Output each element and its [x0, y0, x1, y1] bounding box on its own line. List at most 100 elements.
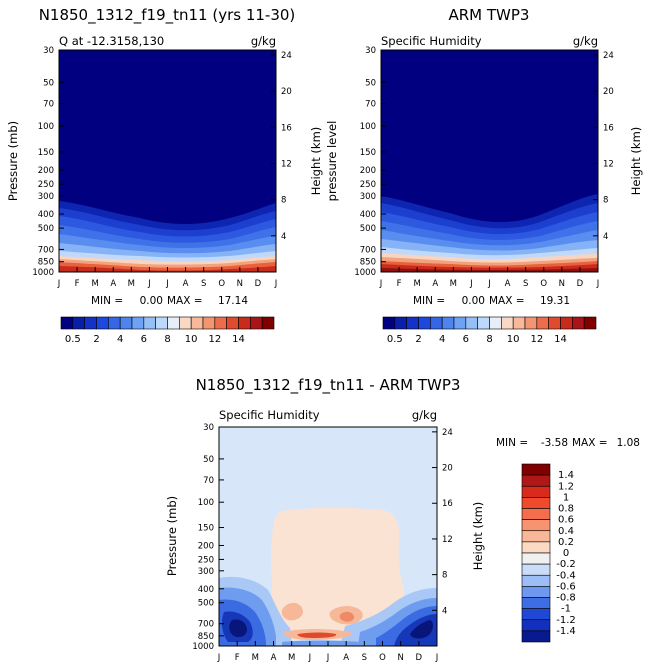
colorbar-swatch: [521, 574, 551, 587]
min-value: 0.00: [140, 295, 163, 307]
colorbar-label: 0.6: [558, 515, 574, 526]
colorbar-swatch: [382, 316, 396, 330]
colorbar-label: 0.8: [558, 504, 574, 515]
min-value: 0.00: [462, 295, 485, 307]
pressure-tick-label: 500: [198, 599, 214, 609]
pressure-tick-label: 250: [360, 180, 376, 190]
colorbar-label: -1: [561, 604, 571, 615]
colorbar-label: 4: [117, 334, 123, 345]
y-axis-label-right: Height (km): [629, 127, 643, 196]
height-tick-label: 12: [442, 535, 453, 545]
colorbar-swatch: [430, 316, 443, 330]
colorbar-swatch: [60, 316, 74, 330]
colorbar-label: 6: [463, 334, 469, 345]
panel-units: g/kg: [251, 34, 276, 48]
pressure-tick-label: 850: [198, 632, 214, 642]
height-tick-label: 8: [603, 196, 608, 206]
pressure-tick-label: 250: [38, 180, 54, 190]
pressure-tick-label: 1000: [354, 268, 376, 278]
y-axis-label-left: Pressure (mb): [165, 496, 179, 576]
colorbar-swatch: [119, 316, 133, 330]
colorbar-label: 2: [93, 334, 99, 345]
colorbar-swatch: [394, 316, 407, 330]
colorbar-swatch: [521, 563, 551, 576]
colorbar-swatch: [572, 316, 585, 330]
pressure-tick-label: 30: [43, 46, 54, 56]
pressure-tick-label: 850: [360, 258, 376, 268]
y-axis-label-left: pressure level: [325, 121, 339, 202]
colorbar-swatch: [521, 541, 551, 554]
height-tick-label: 16: [603, 123, 614, 133]
colorbar-label: 1: [563, 492, 569, 503]
colorbar-label: 4: [439, 334, 445, 345]
month-tick-label: N: [237, 279, 243, 289]
contour-band: [270, 507, 404, 640]
colorbar-swatch: [261, 316, 275, 330]
month-tick-label: D: [416, 653, 423, 663]
pressure-tick-label: 50: [43, 78, 54, 88]
colorbar-swatch: [465, 316, 478, 330]
min-value: -3.58: [541, 437, 568, 449]
month-tick-label: J: [487, 279, 491, 289]
colorbar-label: -0.2: [556, 559, 576, 570]
max-label: MAX =: [167, 295, 203, 307]
colorbar-swatch: [521, 497, 551, 509]
month-tick-label: N: [397, 653, 403, 663]
colorbar-label: 0: [563, 548, 569, 559]
pressure-tick-label: 850: [38, 258, 54, 268]
month-tick-label: D: [577, 279, 584, 289]
month-tick-label: A: [432, 279, 438, 289]
y-axis-label-right: Height (km): [309, 127, 323, 196]
colorbar-label: 14: [554, 334, 567, 345]
height-tick-label: 12: [603, 159, 614, 169]
colorbar-label: 0.2: [558, 537, 574, 548]
month-tick-label: O: [540, 279, 547, 289]
month-tick-label: S: [523, 279, 528, 289]
y-axis-label-right: Height (km): [471, 502, 485, 571]
month-tick-label: M: [450, 279, 457, 289]
pressure-tick-label: 200: [198, 541, 214, 551]
contour-field: [219, 427, 437, 646]
min-label: MIN =: [413, 295, 445, 307]
pressure-tick-label: 300: [38, 192, 54, 202]
colorbar-swatch: [477, 316, 490, 330]
colorbar-swatch: [84, 316, 97, 330]
panel-model: N1850_1312_f19_tn11 (yrs 11-30) Q at -12…: [6, 6, 323, 307]
month-tick-label: J: [326, 653, 330, 663]
month-tick-label: F: [397, 279, 402, 289]
pressure-tick-label: 700: [198, 620, 214, 630]
month-tick-label: M: [128, 279, 135, 289]
colorbar-swatch: [131, 316, 145, 330]
height-tick-label: 4: [603, 232, 608, 242]
panel-difference: N1850_1312_f19_tn11 - ARM TWP3 Specific …: [165, 376, 640, 663]
month-tick-label: J: [165, 279, 169, 289]
panel-observation: ARM TWP3 Specific Humidity g/kg 30 50 70 10…: [325, 6, 643, 307]
colorbar-swatch: [489, 316, 502, 330]
height-tick-label: 8: [281, 196, 286, 206]
pressure-tick-label: 50: [365, 78, 376, 88]
pressure-tick-label: 150: [360, 148, 376, 158]
pressure-tick-label: 300: [198, 567, 214, 577]
pressure-tick-label: 150: [198, 524, 214, 534]
height-tick-label: 20: [281, 87, 292, 97]
colorbar-swatch: [521, 552, 551, 565]
pressure-tick-label: 100: [198, 498, 214, 508]
colorbar-model: 0.5 2 4 6 8 10 12 14: [60, 316, 275, 345]
y-axis-label-left: Pressure (mb): [6, 121, 20, 201]
pressure-tick-label: 250: [198, 555, 214, 565]
month-tick-label: J: [217, 653, 221, 663]
colorbar-label: 0.4: [558, 526, 574, 537]
panel-title: ARM TWP3: [449, 6, 530, 24]
pressure-tick-label: 700: [360, 245, 376, 255]
height-tick-label: 24: [442, 428, 453, 438]
colorbar-swatch: [501, 316, 514, 330]
pressure-tick-label: 400: [38, 210, 54, 220]
colorbar-label: -0.8: [556, 593, 576, 604]
panel-units: g/kg: [573, 34, 598, 48]
max-value: 17.14: [218, 295, 248, 307]
pressure-tick-label: 50: [203, 455, 214, 465]
colorbar-swatch: [512, 316, 526, 330]
colorbar-label: -1.4: [556, 626, 576, 637]
height-tick-label: 20: [442, 464, 453, 474]
